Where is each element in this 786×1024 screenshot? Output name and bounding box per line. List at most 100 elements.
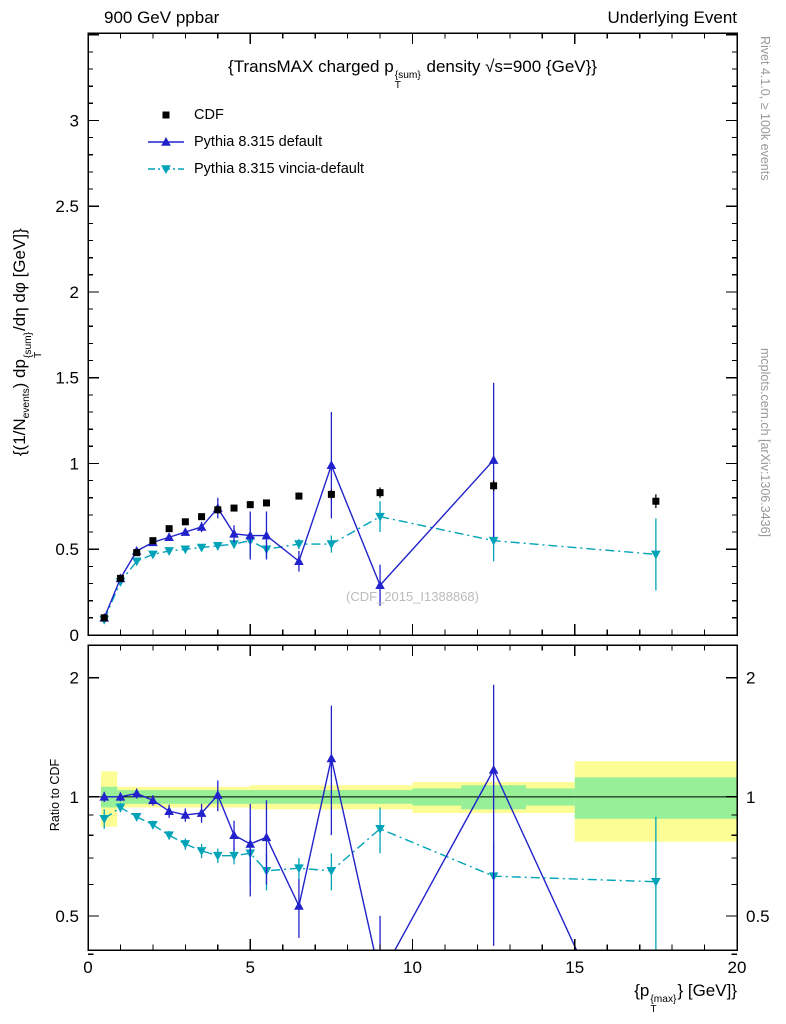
data-point-marker	[294, 864, 304, 874]
data-point-marker	[295, 492, 303, 500]
header-analysis-type: Underlying Event	[607, 8, 737, 27]
plot-title-text: {TransMAX charged p	[228, 57, 394, 76]
data-point-marker	[326, 753, 337, 763]
tick-label: 0.5	[55, 907, 79, 926]
data-point-marker	[162, 111, 170, 118]
legend-item-pythia-default: Pythia 8.315 default	[147, 128, 364, 155]
data-point-marker	[131, 788, 142, 798]
legend-marker-pythia-vincia	[148, 164, 184, 174]
data-point-marker	[148, 550, 158, 560]
series-line	[103, 515, 656, 620]
data-point-marker	[245, 530, 256, 540]
data-point-marker	[294, 540, 304, 550]
x-axis-label-text: {p	[634, 981, 650, 1000]
x-axis-label-text-2: } [GeV]}	[677, 981, 737, 1000]
main-series-layer	[99, 382, 661, 625]
y-axis-label-sub: T	[32, 351, 44, 359]
y-axis-label-sub-events: events	[21, 388, 33, 419]
data-point-marker	[294, 556, 304, 566]
header-beam-energy: 900 GeV ppbar	[104, 8, 220, 27]
data-point-marker	[261, 832, 272, 842]
data-point-marker	[213, 542, 223, 551]
data-point-marker	[196, 847, 207, 856]
data-point-marker	[326, 460, 337, 470]
data-point-marker	[294, 900, 304, 910]
y-axis-label: {(1/Nevents) dp {sum} T/dη dφ [GeV]}	[10, 42, 44, 642]
data-point-marker	[651, 550, 661, 560]
data-point-marker	[116, 574, 124, 582]
tick-label: 1	[70, 788, 79, 807]
data-point-marker	[164, 831, 174, 841]
data-point-marker	[180, 527, 191, 536]
data-point-marker	[161, 136, 171, 146]
legend-marker-cdf	[162, 111, 170, 118]
data-point-marker	[181, 518, 189, 526]
tick-label: 3	[70, 111, 79, 130]
data-point-marker	[214, 506, 222, 514]
tick-label: 15	[565, 958, 584, 977]
data-point-marker	[490, 482, 498, 490]
data-point-marker	[196, 521, 207, 531]
legend-item-pythia-vincia: Pythia 8.315 vincia-default	[147, 155, 364, 182]
data-point-marker	[99, 814, 110, 824]
data-point-marker	[375, 512, 385, 522]
data-point-marker	[196, 808, 207, 817]
data-point-marker	[261, 530, 272, 540]
data-point-marker	[149, 537, 157, 545]
data-point-marker	[131, 557, 142, 567]
data-point-marker	[198, 513, 206, 521]
tick-label: 1	[746, 788, 755, 807]
legend: CDF Pythia 8.315 default Pythia 8.315 vi…	[147, 101, 364, 182]
data-point-marker	[99, 791, 110, 801]
data-point-marker	[115, 803, 126, 813]
data-point-marker	[488, 536, 499, 546]
legend-marker-pythia-default	[148, 136, 184, 146]
x-axis-label: {p {max} T} [GeV]}	[634, 981, 737, 1015]
data-point-marker	[246, 501, 254, 509]
data-point-marker	[229, 528, 239, 538]
plot-title-scripts: {sum} T	[394, 70, 421, 92]
data-point-marker	[180, 545, 191, 555]
tick-label: 1	[70, 454, 79, 473]
analysis-id-watermark: (CDF_2015_I1388868)	[346, 589, 479, 604]
data-point-marker	[375, 580, 385, 590]
ratio-axis-label: Ratio to CDF	[48, 758, 62, 832]
y-axis-label-text-3: /dη dφ [GeV]}	[9, 228, 29, 331]
data-point-marker	[230, 504, 238, 512]
plot-title-sub: T	[394, 80, 401, 92]
data-point-marker	[133, 549, 141, 557]
data-point-marker	[376, 489, 384, 497]
series-line	[104, 758, 578, 950]
data-point-marker	[164, 532, 174, 542]
data-point-marker	[375, 972, 385, 981]
data-point-marker	[651, 877, 661, 887]
data-point-marker	[196, 543, 207, 553]
x-axis-label-sup: {max}	[650, 993, 677, 1005]
data-point-marker	[180, 809, 191, 819]
plot-title-text-2: density √s=900 {GeV}}	[421, 57, 597, 76]
data-point-marker	[180, 840, 191, 849]
data-point-marker	[652, 497, 660, 505]
uncertainty-bands	[100, 761, 737, 842]
data-point-marker	[229, 540, 239, 550]
tick-label: 0.5	[55, 540, 79, 559]
ratio-series-layer	[99, 684, 661, 981]
y-axis-label-text: {(1/N	[9, 418, 29, 457]
data-point-marker	[115, 791, 126, 801]
tick-label: 2	[70, 669, 79, 688]
tick-label: 0	[83, 958, 92, 977]
data-point-marker	[100, 614, 108, 622]
tick-label: 20	[728, 958, 747, 977]
tick-label: 5	[246, 958, 255, 977]
legend-label-pythia-default: Pythia 8.315 default	[194, 133, 323, 150]
tick-label: 2	[70, 283, 79, 302]
tick-label: 2	[746, 669, 755, 688]
main-y-tick-marks	[88, 34, 737, 636]
tick-label: 1.5	[55, 369, 79, 388]
data-point-marker	[148, 795, 158, 805]
ratio-y-tick-labels: 0.5 0.5 1 1 2 2	[55, 669, 769, 926]
x-axis-label-scripts: {max} T	[650, 993, 677, 1016]
data-point-marker	[213, 790, 223, 799]
rivet-version-note: Rivet 4.1.0, ≥ 100k events	[758, 36, 772, 181]
